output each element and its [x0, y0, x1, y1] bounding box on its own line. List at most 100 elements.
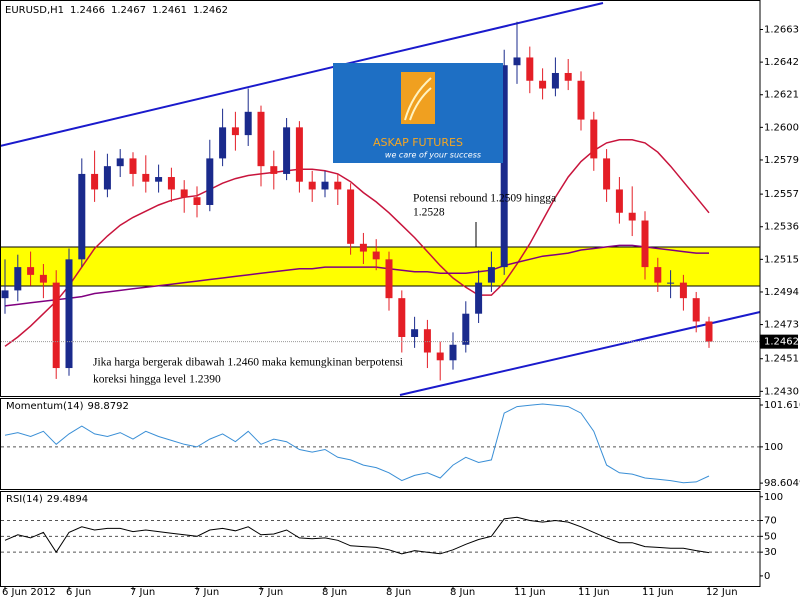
candle-body — [65, 259, 73, 369]
logo-icon-stroke — [404, 77, 432, 121]
candle-body — [244, 111, 252, 136]
zone — [0, 246, 761, 287]
candle-body — [129, 158, 137, 174]
channel-upper — [0, 2, 604, 147]
last-low: 1.2461 — [152, 5, 187, 16]
candle-body — [475, 282, 483, 314]
annotation: 1.2528 — [413, 207, 445, 219]
momentum-frame — [0, 398, 761, 490]
candle-body — [142, 173, 150, 182]
symbol: EURUSD,H1 — [5, 5, 64, 16]
x-tick-label: 7 Jun — [194, 587, 219, 598]
candle-body — [116, 158, 124, 167]
candle-body — [308, 181, 316, 190]
candle-body — [679, 282, 687, 299]
candle-body — [411, 329, 419, 337]
x-tick-label: 8 Jun — [322, 587, 347, 598]
current-price-label: 1.2462 — [764, 337, 799, 348]
candle-body — [564, 72, 572, 81]
y-tick-label: 100 — [764, 442, 783, 453]
x-tick-label: 11 Jun — [578, 587, 610, 598]
candle-body — [155, 177, 163, 182]
candle-body — [231, 127, 239, 136]
candle-body — [654, 267, 662, 283]
logo: ASKAP FUTURES we care of your success — [333, 63, 503, 163]
candle-body — [487, 267, 495, 283]
y-tick-label: 50 — [764, 531, 777, 542]
indicator-name: RSI(14) — [6, 494, 43, 505]
indicator-value: 29.4894 — [47, 494, 88, 505]
candle-body — [513, 57, 521, 66]
annotation: Potensi rebound 1.2509 hingga — [413, 193, 556, 205]
candle-body — [334, 181, 342, 190]
last-high: 1.2467 — [111, 5, 146, 16]
candle-body — [692, 298, 700, 322]
y-tick-label: 1.2579 — [764, 155, 799, 166]
candle-body — [462, 313, 470, 345]
candle-body — [180, 189, 188, 198]
x-tick-label: 11 Jun — [642, 587, 674, 598]
candle-body — [705, 321, 713, 342]
candle-body — [590, 119, 598, 159]
y-tick-label: 98.6049 — [764, 478, 800, 489]
moving-average — [4, 244, 709, 307]
x-tick-label: 7 Jun — [130, 587, 155, 598]
y-tick-label: 1.2621 — [764, 90, 799, 101]
x-tick-label: 8 Jun — [386, 587, 411, 598]
indicator-name: Momentum(14) — [6, 401, 84, 412]
candle-body — [500, 65, 508, 268]
candle-body — [398, 298, 406, 337]
candle-body — [449, 344, 457, 361]
annotation: Jika harga bergerak dibawah 1.2460 maka … — [93, 357, 403, 369]
indicator-title: Momentum(14) 98.8792 — [6, 401, 129, 412]
y-tick-label: 1.2451 — [764, 354, 799, 365]
y-tick-label: 1.2600 — [764, 122, 799, 133]
candle-body — [347, 189, 355, 244]
annotation: koreksi hingga level 1.2390 — [93, 374, 221, 386]
chart-title: EURUSD,H1 1.2466 1.2467 1.2461 1.2462 — [5, 5, 228, 16]
indicator-line — [4, 403, 710, 484]
last-open: 1.2466 — [70, 5, 105, 16]
x-tick-label: 7 Jun — [258, 587, 283, 598]
candle-body — [615, 189, 623, 213]
candle-body — [667, 282, 675, 284]
candle-body — [423, 329, 431, 353]
y-tick-label: 1.2642 — [764, 57, 799, 68]
rsi-frame — [0, 491, 761, 587]
candle-body — [577, 80, 585, 120]
price-frame — [0, 0, 761, 397]
candle-body — [1, 290, 9, 299]
candle-body — [385, 259, 393, 299]
y-tick-label: 1.2536 — [764, 222, 799, 233]
candle-body — [539, 80, 547, 89]
candle-body — [359, 243, 367, 252]
y-tick-label: 1.2515 — [764, 254, 799, 265]
candle-body — [206, 158, 214, 205]
candle-body — [436, 352, 444, 361]
candle-body — [551, 72, 559, 89]
indicator-title: RSI(14) 29.4894 — [6, 494, 88, 505]
plot-layer — [1, 21, 760, 555]
y-tick-label: 1.2663 — [764, 25, 799, 36]
current-price-box — [760, 334, 798, 349]
indicator-value: 98.8792 — [88, 401, 129, 412]
y-tick-label: 1.2494 — [764, 287, 799, 298]
candle-body — [91, 173, 99, 190]
candle-body — [295, 127, 303, 182]
candle-body — [321, 181, 329, 190]
candle-body — [628, 212, 636, 221]
x-tick-label: 12 Jun — [706, 587, 738, 598]
y-tick-label: 1.2473 — [764, 320, 799, 331]
x-tick-label: 11 Jun — [514, 587, 546, 598]
y-tick-label: 101.6105 — [764, 400, 800, 411]
candle-body — [526, 57, 534, 81]
candle-body — [167, 177, 175, 190]
y-tick-label: 30 — [764, 547, 777, 558]
y-tick-label: 70 — [764, 516, 777, 527]
last-close: 1.2462 — [193, 5, 228, 16]
candle-body — [193, 197, 201, 205]
candle-body — [219, 127, 227, 159]
candle-body — [39, 274, 47, 283]
